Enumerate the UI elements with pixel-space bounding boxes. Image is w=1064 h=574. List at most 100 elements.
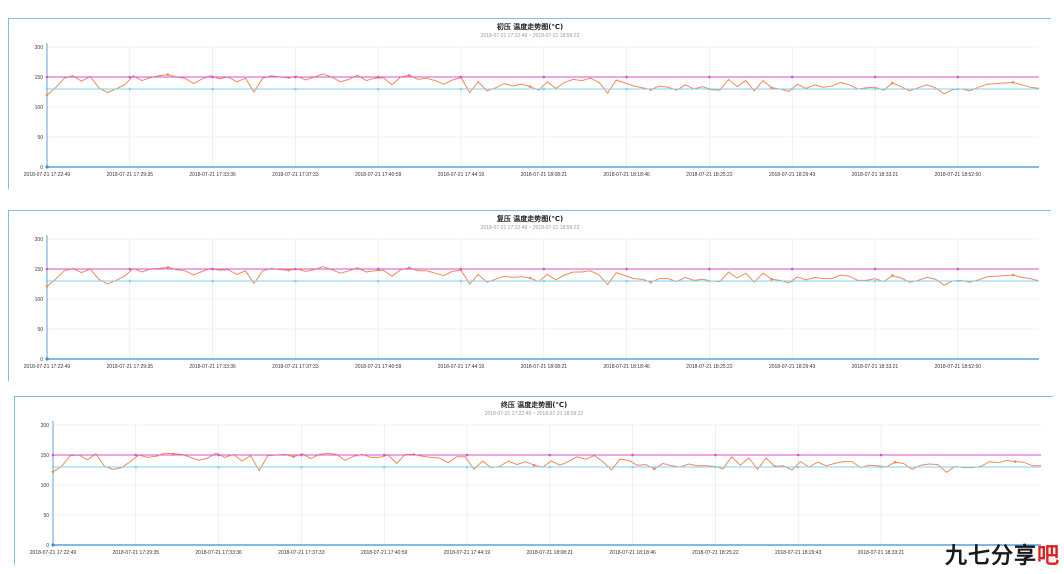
data-point <box>45 267 49 271</box>
data-point <box>891 81 894 85</box>
x-tick-label: 2018-07-21 18:29:43 <box>769 364 816 370</box>
data-point <box>542 279 546 283</box>
y-tick-label: 100 <box>35 105 44 111</box>
data-point <box>45 87 49 91</box>
x-tick-label: 2018-07-21 18:29:43 <box>775 550 822 556</box>
data-point <box>879 453 883 457</box>
chart-svg: 复压 温度走势图(℃) 2018-07-21 17:22:49 ~ 2018-07… <box>24 214 1040 370</box>
y-tick-label: 150 <box>35 267 44 273</box>
x-tick-label: 2018-07-21 17:29:35 <box>113 550 160 556</box>
data-point <box>873 267 877 271</box>
data-point <box>128 87 132 91</box>
data-point <box>714 465 717 469</box>
data-point <box>548 453 552 457</box>
data-point <box>790 87 794 91</box>
x-tick-label: 2018-07-21 17:40:59 <box>355 172 402 178</box>
data-point <box>51 465 55 469</box>
x-tick-label: 2018-07-21 18:18:46 <box>603 172 650 178</box>
chart-panel-final-pressure: 终压 温度走势图(℃) 2018-07-21 17:22:49 ~ 2018-07… <box>14 396 1053 565</box>
y-tick-label: 50 <box>43 513 49 519</box>
y-tick-label: 0 <box>40 357 43 363</box>
data-point <box>45 279 49 283</box>
data-point <box>211 279 214 283</box>
data-point <box>407 73 411 77</box>
data-point <box>956 87 960 91</box>
y-tick-label: 150 <box>35 75 44 81</box>
chart-svg: 终压 温度走势图(℃) 2018-07-21 17:22:49 ~ 2018-07… <box>30 400 1041 556</box>
chart-panel-re-pressure: 复压 温度走势图(℃) 2018-07-21 17:22:49 ~ 2018-07… <box>8 210 1051 381</box>
data-point <box>796 453 800 457</box>
x-tick-label: 2018-07-21 17:44:19 <box>444 550 491 556</box>
data-point <box>407 266 411 270</box>
data-point <box>625 87 628 91</box>
data-point <box>134 465 138 469</box>
data-point <box>382 465 386 469</box>
data-point <box>893 460 897 464</box>
temperature-line <box>52 452 1041 474</box>
data-point <box>770 277 773 281</box>
data-point <box>171 452 175 456</box>
data-point <box>211 267 214 271</box>
x-tick-label: 2018-07-21 17:22:49 <box>24 364 71 370</box>
x-tick-label: 2018-07-21 17:33:36 <box>189 364 236 370</box>
chart-panel-initial-pressure: 初压 温度走势图(℃) 2018-07-21 17:22:49 ~ 2018-07… <box>8 18 1051 189</box>
data-point <box>956 75 960 79</box>
data-point <box>166 265 170 269</box>
data-point <box>287 268 290 272</box>
data-point <box>128 279 132 283</box>
data-point <box>631 465 634 469</box>
chart-title: 终压 温度走势图(℃) <box>501 400 567 409</box>
x-tick-label: 2018-07-21 17:44:19 <box>438 364 485 370</box>
data-point <box>51 453 55 457</box>
data-point <box>873 75 877 79</box>
chart-subtitle: 2018-07-21 17:22:49 ~ 2018-07-21 18:59:2… <box>481 225 580 231</box>
x-tick-label: 2018-07-21 17:37:33 <box>272 172 319 178</box>
y-tick-label: 150 <box>41 453 50 459</box>
chart-title: 复压 温度走势图(℃) <box>496 214 563 223</box>
data-point <box>891 274 894 277</box>
x-tick-label: 2018-07-21 17:33:36 <box>195 550 242 556</box>
data-point <box>128 267 132 271</box>
origin-marker <box>45 165 49 169</box>
data-point <box>708 267 711 271</box>
chart-subtitle: 2018-07-21 17:22:49 ~ 2018-07-21 18:59:2… <box>485 411 584 417</box>
data-point <box>294 267 297 271</box>
data-point <box>532 463 536 467</box>
data-point <box>714 453 717 457</box>
data-point <box>300 465 303 469</box>
data-point <box>211 75 214 79</box>
x-tick-label: 2018-07-21 17:22:49 <box>24 172 71 178</box>
data-point <box>459 267 463 271</box>
y-tick-label: 200 <box>35 45 44 51</box>
data-point <box>1011 81 1015 84</box>
x-tick-label: 2018-07-21 18:08:21 <box>521 364 568 370</box>
data-point <box>542 87 546 91</box>
data-point <box>211 87 214 91</box>
x-tick-label: 2018-07-21 18:25:22 <box>692 550 739 556</box>
data-point <box>292 455 295 459</box>
data-point <box>217 465 220 469</box>
x-tick-label: 2018-07-21 18:18:46 <box>603 364 650 370</box>
x-tick-label: 2018-07-21 17:29:35 <box>107 172 154 178</box>
x-tick-label: 2018-07-21 17:29:35 <box>107 364 154 370</box>
data-point <box>542 267 546 271</box>
data-point <box>134 453 138 457</box>
data-point <box>45 75 49 79</box>
x-tick-label: 2018-07-21 18:33:21 <box>852 364 899 370</box>
data-point <box>376 267 380 271</box>
origin-marker <box>51 543 55 547</box>
data-point <box>465 453 469 457</box>
x-tick-label: 2018-07-21 18:18:46 <box>609 550 656 556</box>
chart-subtitle: 2018-07-21 17:22:49 ~ 2018-07-21 18:59:2… <box>481 33 580 39</box>
x-tick-label: 2018-07-21 17:37:33 <box>272 364 319 370</box>
data-point <box>376 75 380 79</box>
x-tick-label: 2018-07-21 18:52:50 <box>935 172 982 178</box>
y-tick-label: 200 <box>41 423 50 429</box>
data-point <box>790 75 794 79</box>
data-point <box>1013 460 1017 463</box>
y-tick-label: 50 <box>37 327 43 333</box>
data-point <box>548 465 552 469</box>
watermark-text: 九七分享 <box>944 544 1037 569</box>
data-point <box>51 470 55 474</box>
data-point <box>528 85 532 88</box>
